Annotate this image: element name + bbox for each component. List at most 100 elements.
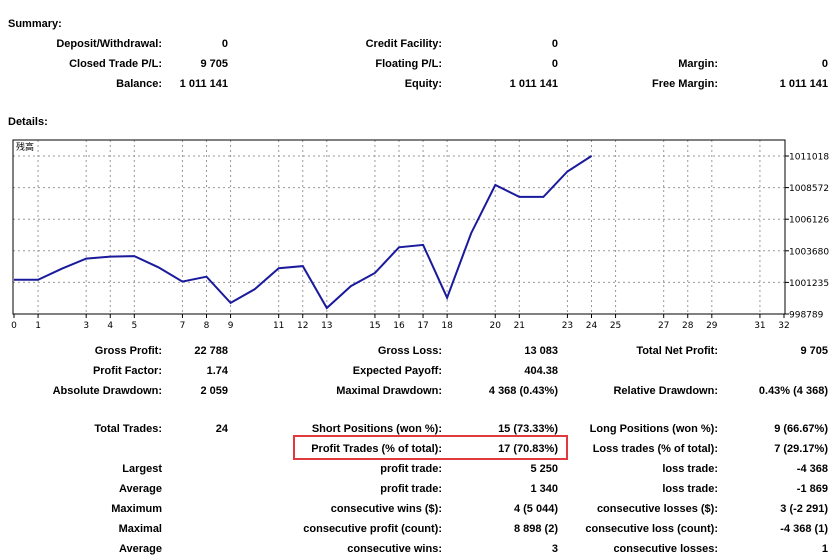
- largest-loss-trade-value: -4 368: [796, 463, 828, 475]
- total-trades-label: Total Trades:: [94, 423, 162, 435]
- x-tick-label: 0: [11, 321, 17, 331]
- x-tick-label: 13: [321, 321, 332, 331]
- average-consecutive-losses-label: consecutive losses:: [613, 543, 718, 555]
- relative-drawdown-label: Relative Drawdown:: [613, 385, 718, 397]
- equity-label: Equity:: [404, 78, 442, 90]
- y-tick-label: 998789: [789, 311, 824, 321]
- expected-payoff-label: Expected Payoff:: [352, 365, 442, 377]
- credit-facility-value: 0: [551, 38, 558, 50]
- gross-profit-label: Gross Profit:: [94, 345, 162, 357]
- x-tick-label: 15: [369, 321, 380, 331]
- total-trades-value: 24: [215, 423, 228, 435]
- short-positions-label: Short Positions (won %):: [311, 423, 442, 435]
- y-tick-label: 1003680: [789, 247, 829, 257]
- largest-label: Largest: [122, 463, 162, 475]
- x-tick-label: 17: [417, 321, 428, 331]
- x-tick-label: 20: [490, 321, 502, 331]
- average-label: Average: [118, 483, 162, 495]
- x-tick-label: 7: [180, 321, 186, 331]
- average-consecutive-wins-label: consecutive wins:: [347, 543, 442, 555]
- maximal-consecutive-loss-label: consecutive loss (count):: [585, 523, 718, 535]
- margin-label: Margin:: [678, 58, 718, 70]
- profit-trades-highlight-box: [293, 435, 568, 460]
- y-tick-label: 1001235: [789, 279, 829, 289]
- balance-chart: 残高 9987891001235100368010061261008572101…: [11, 139, 829, 331]
- largest-loss-trade-label: loss trade:: [662, 463, 718, 475]
- closed-trade-pl-label: Closed Trade P/L:: [69, 58, 162, 70]
- y-tick-label: 1008572: [789, 184, 829, 194]
- loss-trades-label: Loss trades (% of total):: [592, 443, 718, 455]
- deposit-withdrawal-label: Deposit/Withdrawal:: [56, 38, 162, 50]
- relative-drawdown-value: 0.43% (4 368): [758, 385, 828, 397]
- largest-profit-trade-value: 5 250: [530, 463, 558, 475]
- balance-series-line: [14, 155, 593, 310]
- x-tick-label: 5: [131, 321, 137, 331]
- x-tick-label: 31: [754, 321, 765, 331]
- long-positions-label: Long Positions (won %):: [589, 423, 718, 435]
- balance-label: Balance:: [116, 78, 162, 90]
- x-tick-label: 1: [35, 321, 41, 331]
- margin-value: 0: [821, 58, 828, 70]
- summary-title: Summary:: [8, 18, 62, 30]
- average-consecutive-losses-value: 1: [821, 543, 828, 555]
- expected-payoff-value: 404.38: [524, 365, 558, 377]
- x-tick-label: 11: [273, 321, 284, 331]
- loss-trades-value: 7 (29.17%): [774, 443, 828, 455]
- x-tick-label: 4: [107, 321, 113, 331]
- gross-profit-value: 22 788: [194, 345, 228, 357]
- y-tick-label: 1006126: [789, 216, 829, 226]
- average-profit-trade-label: profit trade:: [380, 483, 442, 495]
- x-tick-label: 29: [706, 321, 718, 331]
- x-tick-label: 25: [610, 321, 621, 331]
- x-tick-label: 32: [778, 321, 789, 331]
- profit-trades-value: 17 (70.83%): [498, 443, 558, 455]
- average-profit-trade-value: 1 340: [530, 483, 558, 495]
- floating-pl-value: 0: [551, 58, 558, 70]
- maximal-consecutive-loss-value: -4 368 (1): [780, 523, 828, 535]
- equity-value: 1 011 141: [509, 78, 558, 90]
- total-net-profit-label: Total Net Profit:: [636, 345, 718, 357]
- y-tick-label: 1011018: [789, 153, 829, 163]
- maximal-consecutive-profit-label: consecutive profit (count):: [303, 523, 442, 535]
- max-consecutive-wins-label: consecutive wins ($):: [330, 503, 442, 515]
- x-tick-label: 3: [83, 321, 89, 331]
- x-tick-label: 9: [228, 321, 234, 331]
- x-tick-label: 23: [562, 321, 573, 331]
- maximal-consecutive-profit-value: 8 898 (2): [513, 523, 558, 535]
- absolute-drawdown-value: 2 059: [200, 385, 228, 397]
- x-tick-label: 28: [682, 321, 694, 331]
- balance-value: 1 011 141: [179, 78, 228, 90]
- maximum-label: Maximum: [111, 503, 162, 515]
- max-consecutive-losses-label: consecutive losses ($):: [596, 503, 718, 515]
- x-tick-label: 18: [441, 321, 453, 331]
- max-consecutive-wins-value: 4 (5 044): [513, 503, 558, 515]
- gross-loss-value: 13 083: [524, 345, 558, 357]
- profit-trades-label: Profit Trades (% of total):: [311, 443, 442, 455]
- max-consecutive-losses-value: 3 (-2 291): [780, 503, 828, 515]
- average-loss-trade-label: loss trade:: [662, 483, 718, 495]
- closed-trade-pl-value: 9 705: [200, 58, 228, 70]
- average-consecutive-wins-value: 3: [551, 543, 558, 555]
- x-tick-label: 16: [393, 321, 405, 331]
- long-positions-value: 9 (66.67%): [774, 423, 828, 435]
- average-consecutive-label: Average: [118, 543, 162, 555]
- short-positions-value: 15 (73.33%): [498, 423, 558, 435]
- profit-factor-value: 1.74: [206, 365, 228, 377]
- details-title: Details:: [8, 116, 48, 128]
- maximal-drawdown-value: 4 368 (0.43%): [488, 385, 558, 397]
- largest-profit-trade-label: profit trade:: [380, 463, 442, 475]
- maximal-label: Maximal: [118, 523, 162, 535]
- absolute-drawdown-label: Absolute Drawdown:: [52, 385, 162, 397]
- profit-factor-label: Profit Factor:: [92, 365, 162, 377]
- x-tick-label: 24: [586, 321, 598, 331]
- corner-label: 残高: [16, 141, 34, 153]
- credit-facility-label: Credit Facility:: [365, 38, 442, 50]
- average-loss-trade-value: -1 869: [796, 483, 828, 495]
- maximal-drawdown-label: Maximal Drawdown:: [336, 385, 442, 397]
- total-net-profit-value: 9 705: [800, 345, 828, 357]
- free-margin-value: 1 011 141: [779, 78, 828, 90]
- x-tick-label: 12: [297, 321, 308, 331]
- deposit-withdrawal-value: 0: [221, 38, 228, 50]
- x-tick-label: 27: [658, 321, 669, 331]
- x-tick-label: 8: [204, 321, 210, 331]
